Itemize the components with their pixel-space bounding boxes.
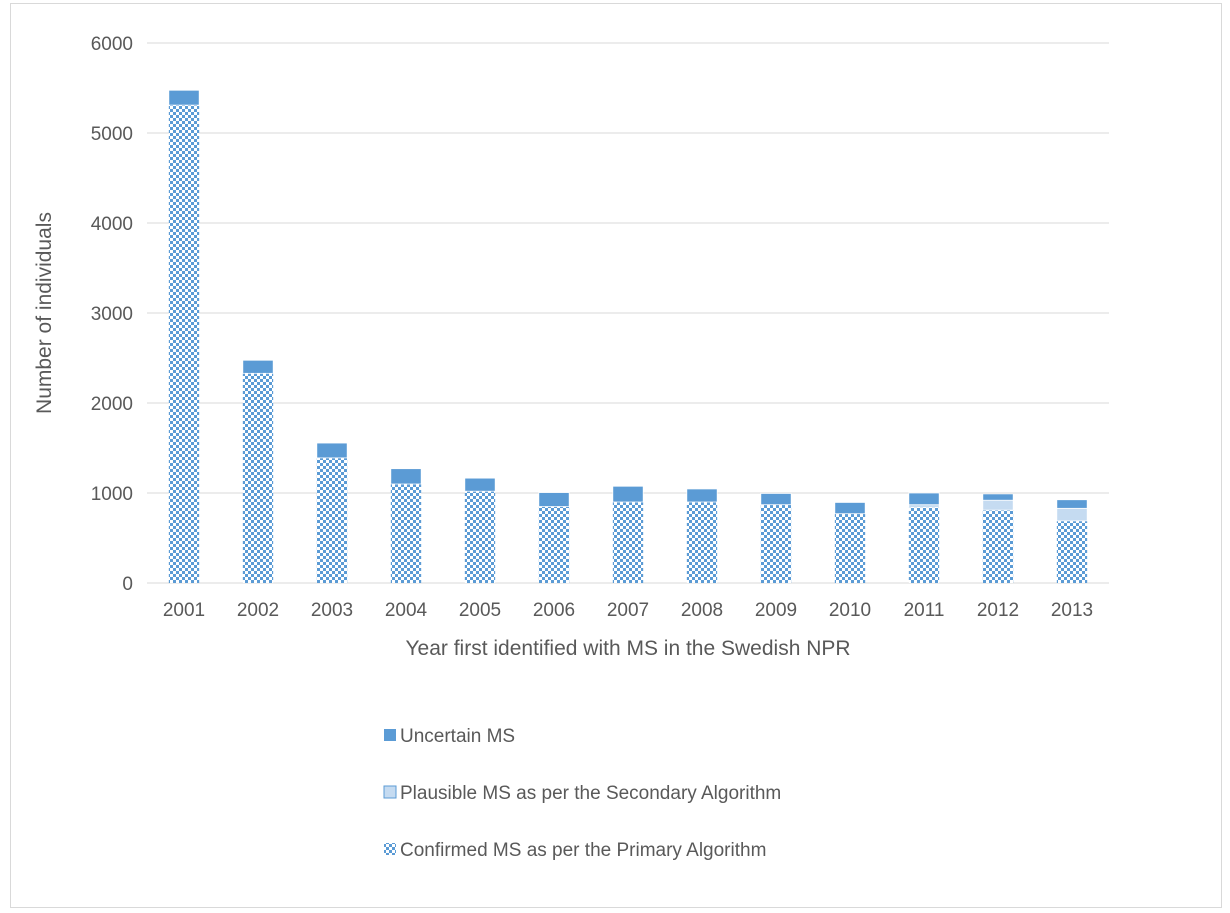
bar-2010-series-2 — [834, 502, 866, 515]
y-axis-title: Number of individuals — [33, 212, 56, 414]
bar-2005-series-2 — [464, 477, 496, 492]
bar-2011-series-2 — [908, 492, 940, 506]
y-tick-labels: 0 1000 2000 3000 4000 5000 6000 — [91, 34, 133, 595]
bar-2008-series-2 — [686, 488, 718, 503]
legend-label: Confirmed MS as per the Primary Algorith… — [400, 840, 766, 861]
x-tick-label: 2004 — [385, 600, 428, 621]
x-tick-label: 2002 — [237, 600, 279, 621]
bar-2012-series-0 — [982, 510, 1014, 583]
x-tick-label: 2010 — [829, 600, 871, 621]
y-tick-label: 5000 — [91, 124, 133, 145]
legend-swatch — [383, 785, 397, 799]
bar-2013-series-2 — [1056, 499, 1088, 509]
bar-2003-series-2 — [316, 442, 348, 459]
x-tick-label: 2005 — [459, 600, 501, 621]
bar-2013-series-1 — [1056, 507, 1088, 522]
bar-2009-series-0 — [760, 504, 792, 583]
y-tick-label: 6000 — [91, 34, 133, 55]
y-tick-label: 0 — [122, 574, 133, 595]
bar-2004-series-2 — [390, 468, 422, 485]
y-tick-label: 1000 — [91, 484, 133, 505]
bar-2002-series-2 — [242, 359, 274, 374]
bars — [168, 89, 1088, 583]
x-tick-label: 2006 — [533, 600, 575, 621]
x-tick-label: 2003 — [311, 600, 353, 621]
bar-2013-series-0 — [1056, 520, 1088, 583]
bar-2010-series-0 — [834, 513, 866, 583]
bar-2001-series-0 — [168, 105, 200, 583]
x-tick-label: 2013 — [1051, 600, 1093, 621]
bar-2012-series-2 — [982, 493, 1014, 501]
bar-2007-series-2 — [612, 485, 644, 503]
bar-2012-series-1 — [982, 499, 1014, 511]
y-tick-label: 2000 — [91, 394, 133, 415]
legend: Uncertain MS Plausible MS as per the Seco… — [383, 726, 781, 861]
x-axis-title: Year first identified with MS in the Swe… — [405, 637, 850, 660]
x-tick-label: 2012 — [977, 600, 1019, 621]
x-tick-labels: 2001 2002 2003 2004 2005 2006 2007 2008 2009 2010… — [163, 600, 1093, 621]
bar-2011-series-0 — [908, 507, 940, 583]
x-tick-label: 2009 — [755, 600, 797, 621]
gridlines — [147, 42, 1109, 584]
legend-label: Plausible MS as per the Secondary Algori… — [400, 783, 781, 804]
bar-2004-series-0 — [390, 484, 422, 583]
bar-2002-series-0 — [242, 373, 274, 583]
bar-2005-series-0 — [464, 491, 496, 583]
bar-2008-series-0 — [686, 502, 718, 583]
x-tick-label: 2008 — [681, 600, 723, 621]
legend-swatch — [384, 729, 396, 741]
bar-2011-series-1 — [908, 504, 940, 508]
x-tick-label: 2007 — [607, 600, 649, 621]
bar-2001-series-2 — [168, 89, 200, 106]
legend-label: Uncertain MS — [400, 726, 515, 747]
bar-2006-series-2 — [538, 492, 570, 507]
bar-2006-series-0 — [538, 506, 570, 583]
chart-container: 0 1000 2000 3000 4000 5000 6000 2001 2002 2003 20… — [10, 3, 1222, 908]
bar-2009-series-2 — [760, 493, 792, 506]
bar-2007-series-0 — [612, 502, 644, 583]
y-tick-label: 3000 — [91, 304, 133, 325]
legend-swatch — [384, 843, 396, 855]
x-tick-label: 2011 — [904, 600, 945, 621]
y-tick-label: 4000 — [91, 214, 133, 235]
bar-2003-series-0 — [316, 457, 348, 583]
x-tick-label: 2001 — [163, 600, 205, 621]
